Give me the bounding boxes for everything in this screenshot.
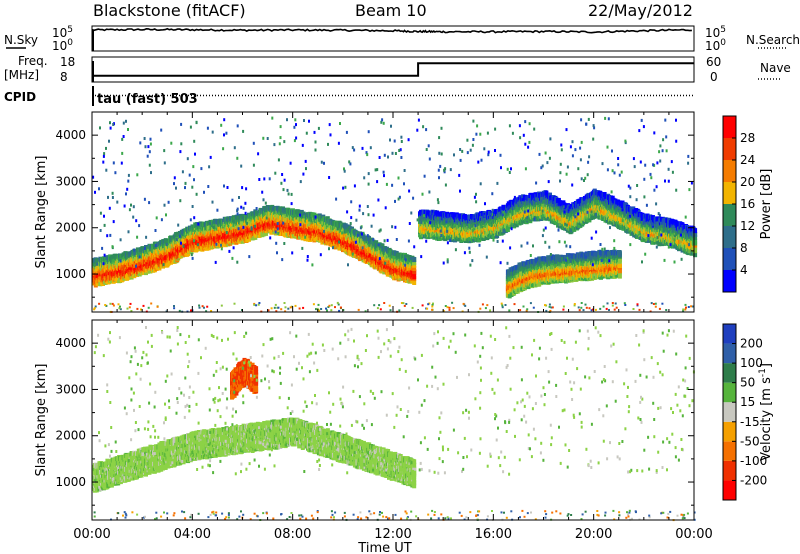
data-cell bbox=[412, 280, 417, 285]
date-title: 22/May/2012 bbox=[588, 1, 693, 20]
cpid-label: CPID bbox=[4, 90, 36, 104]
freq-unit: [MHz] bbox=[4, 68, 39, 82]
noise-tick-left-bottom: 100 bbox=[52, 38, 73, 53]
nsky-line bbox=[91, 27, 692, 34]
data-cell bbox=[374, 240, 379, 246]
freq-label: Freq. bbox=[18, 54, 48, 68]
nave-label: Nave bbox=[760, 61, 791, 75]
freq-panel-frame bbox=[91, 56, 695, 83]
nave-tick-top: 60 bbox=[706, 55, 721, 69]
data-cell bbox=[412, 274, 417, 280]
noise-tick-right-top: 105 bbox=[705, 25, 726, 40]
nave-tick-bottom: 0 bbox=[710, 70, 718, 84]
nsky-label: N.Sky bbox=[4, 33, 38, 47]
nsearch-label: N.Search bbox=[746, 33, 800, 47]
data-cell bbox=[412, 257, 417, 262]
data-cell bbox=[412, 266, 417, 271]
noise-tick-left-top: 105 bbox=[52, 25, 73, 40]
freq-line bbox=[92, 62, 694, 77]
data-cell bbox=[264, 230, 268, 236]
data-cell bbox=[505, 227, 510, 232]
data-cell bbox=[380, 243, 385, 249]
freq-tick-top: 18 bbox=[60, 55, 75, 69]
data-cell bbox=[412, 260, 417, 266]
data-cell bbox=[412, 269, 417, 275]
cpid-value: tau (fast) 503 bbox=[97, 92, 198, 107]
freq-tick-bottom: 8 bbox=[60, 70, 68, 84]
data-cell bbox=[367, 236, 371, 242]
noise-tick-right-bottom: 100 bbox=[705, 38, 726, 53]
station-title: Blackstone (fitACF) bbox=[93, 1, 246, 20]
rti-panel-1-data bbox=[92, 116, 698, 313]
beam-title: Beam 10 bbox=[355, 1, 427, 20]
